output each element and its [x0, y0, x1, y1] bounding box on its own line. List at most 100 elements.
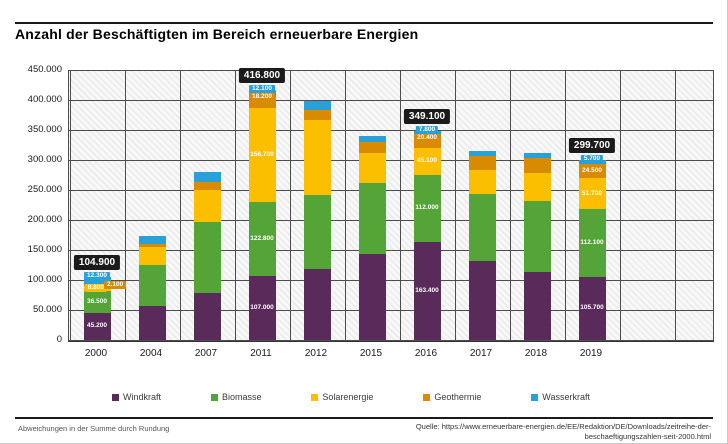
gridline-vertical — [399, 70, 401, 340]
legend-item-solarenergie: Solarenergie — [311, 392, 373, 402]
bar-segment-windkraft-2011 — [248, 275, 276, 340]
bar-segment-wasserkraft-2007 — [193, 172, 221, 182]
y-tick-label: 400.000 — [27, 94, 62, 105]
x-tick-label-2015: 2015 — [359, 348, 383, 359]
bar-segment-wasserkraft-2012 — [303, 100, 331, 110]
callout-chip-geothermie-2016: 20.400 — [414, 133, 440, 142]
bar-column-2017 — [455, 70, 510, 340]
gridline-vertical — [234, 70, 236, 340]
bar-segment-windkraft-2007 — [193, 292, 221, 340]
legend-item-biomasse: Biomasse — [210, 392, 261, 402]
bar-segment-windkraft-2016 — [413, 241, 441, 340]
callout-chip-geothermie-2000: 2.100 — [104, 281, 127, 290]
legend-swatch-geothermie — [423, 393, 431, 401]
x-tick-label-2012: 2012 — [304, 348, 328, 359]
bar-segment-solarenergie-2012 — [303, 119, 331, 196]
x-tick-label-2016: 2016 — [414, 348, 438, 359]
gridline-vertical — [124, 70, 126, 340]
bar-segment-solarenergie-2019 — [578, 178, 606, 210]
bar-segment-solarenergie-2017 — [468, 169, 496, 194]
callout-chip-wasserkraft-2000: 12.300 — [84, 272, 110, 281]
bar-segment-windkraft-2012 — [303, 268, 331, 340]
x-tick-label-2017: 2017 — [469, 348, 493, 359]
bar-segment-biomasse-2000 — [83, 291, 111, 313]
total-label-2019: 299.700 — [568, 138, 616, 154]
bar-column-2007 — [180, 70, 235, 340]
bar-segment-geothermie-2007 — [193, 181, 221, 190]
bar-column-2015 — [345, 70, 400, 340]
y-tick-label: 450.000 — [27, 64, 62, 75]
footer-rule — [15, 417, 713, 419]
gridline-vertical — [674, 70, 676, 340]
bar-segment-windkraft-2019 — [578, 276, 606, 340]
bar-segment-solarenergie-2018 — [523, 172, 551, 202]
bar-segment-biomasse-2015 — [358, 183, 386, 255]
gridline-vertical — [179, 70, 181, 340]
x-tick-label-2018: 2018 — [524, 348, 548, 359]
gridline-horizontal — [69, 130, 713, 131]
gridline-vertical — [454, 70, 456, 340]
legend-item-windkraft: Windkraft — [112, 392, 161, 402]
legend-item-geothermie: Geothermie — [423, 392, 481, 402]
chart-title: Anzahl der Beschäftigten im Bereich erne… — [15, 26, 419, 42]
bar-segment-wasserkraft-2018 — [523, 153, 551, 159]
legend-item-wasserkraft: Wasserkraft — [531, 392, 590, 402]
x-tick-label-2011: 2011 — [250, 348, 272, 359]
gridline-horizontal — [69, 280, 713, 281]
y-tick-label: 200.000 — [27, 214, 62, 225]
legend-label-geothermie: Geothermie — [434, 392, 482, 402]
bar-segment-geothermie-2019 — [578, 163, 606, 179]
gridline-horizontal — [69, 220, 713, 221]
bar-segment-solarenergie-2004 — [138, 247, 166, 265]
legend-label-solarenergie: Solarenergie — [322, 392, 374, 402]
bar-segment-geothermie-2018 — [523, 158, 551, 173]
bar-column-2011: 107.000 122.800 156.700 12.100 18.200 416.800 — [235, 67, 290, 340]
plot-area: 45.200 36.500 12.300 8.800 2.100 104.900 107.0… — [68, 67, 714, 342]
bar-segment-geothermie-2015 — [358, 142, 386, 154]
callout-chip-wasserkraft-2016: 7.800 — [415, 125, 439, 134]
gridline-horizontal — [69, 160, 713, 161]
bar-column-2000: 45.200 36.500 12.300 8.800 2.100 104.900 — [70, 70, 127, 340]
bar-segment-biomasse-2019 — [578, 209, 606, 277]
gridline-vertical — [344, 70, 346, 340]
bar-segment-windkraft-2018 — [523, 272, 551, 340]
y-tick-label: 350.000 — [27, 124, 62, 135]
source-line-2: beschaeftigungszahlen-seit-2000.html — [584, 431, 711, 441]
bar-segment-solarenergie-2016 — [413, 147, 441, 175]
total-label-2000: 104.900 — [73, 255, 121, 271]
y-tick-label: 150.000 — [27, 244, 62, 255]
bar-segment-biomasse-2004 — [138, 265, 166, 306]
bar-column-2018 — [510, 70, 565, 340]
legend-label-wasserkraft: Wasserkraft — [542, 392, 590, 402]
legend-swatch-biomasse — [210, 393, 218, 401]
y-tick-label: 250.000 — [27, 184, 62, 195]
bar-segment-wasserkraft-2015 — [358, 136, 386, 143]
gridline-horizontal — [69, 190, 713, 191]
bar-segment-solarenergie-2015 — [358, 153, 386, 184]
bar-segment-geothermie-2004 — [138, 244, 166, 248]
bar-segment-biomasse-2018 — [523, 201, 551, 273]
y-tick-label: 50.000 — [32, 304, 62, 315]
legend-label-windkraft: Windkraft — [123, 392, 162, 402]
bar-segment-geothermie-2012 — [303, 109, 331, 120]
bar-segment-windkraft-2004 — [138, 305, 166, 340]
source-citation: Quelle: https://www.erneuerbare-energien… — [416, 422, 711, 441]
legend-swatch-windkraft — [112, 393, 119, 401]
gridline-horizontal — [69, 310, 713, 311]
legend: Windkraft Biomasse Solarenergie Geothermie W… — [112, 392, 590, 402]
title-rule — [15, 22, 713, 24]
bar-segment-biomasse-2007 — [193, 221, 221, 293]
gridline-horizontal — [69, 250, 713, 251]
gridline-vertical — [564, 70, 566, 340]
total-label-2011: 416.800 — [238, 67, 286, 83]
gridline-horizontal — [69, 70, 713, 71]
callout-chip-solarenergie-2000: 8.800 — [84, 284, 107, 293]
x-tick-label-2019: 2019 — [579, 348, 603, 359]
y-tick-label: 300.000 — [27, 154, 62, 165]
callout-chip-geothermie-2011: 18.200 — [249, 92, 275, 101]
y-tick-label: 0 — [56, 334, 62, 345]
gridline-vertical — [69, 70, 71, 340]
callout-chip-wasserkraft-2011: 12.100 — [249, 84, 275, 93]
bar-segment-biomasse-2012 — [303, 195, 331, 269]
